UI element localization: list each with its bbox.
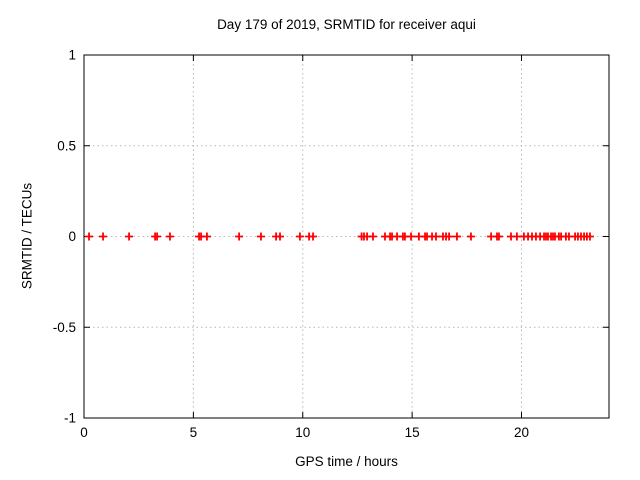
y-tick-label: 0.5 [57,138,76,153]
data-point-plus [445,232,454,241]
data-point-plus [165,232,174,241]
data-point-plus [153,232,162,241]
x-tick-label: 20 [514,425,529,440]
data-point-plus [235,232,244,241]
data-point-plus [125,232,134,241]
chart-title: Day 179 of 2019, SRMTID for receiver aqu… [217,17,476,32]
x-tick-label: 5 [190,425,198,440]
data-point-plus [256,232,265,241]
data-point-plus [295,232,304,241]
data-point-plus [276,232,284,241]
x-tick-label: 10 [295,425,310,440]
data-point-plus [585,232,594,241]
data-point-plus [512,232,521,241]
y-tick-labels: -1 -0.5 0 0.5 1 [53,48,76,426]
y-tick-label: 0 [68,229,76,244]
y-tick-label: -1 [64,411,76,426]
data-point-plus [407,232,416,241]
y-tick-label: 1 [68,48,76,63]
series-srmtid [85,232,594,241]
y-tick-label: -0.5 [53,320,76,335]
plot-border [83,54,610,419]
data-point-plus [466,232,475,241]
x-tick-label: 0 [80,425,88,440]
data-point-plus [85,232,94,241]
data-point-plus [452,232,461,241]
x-tick-label: 15 [405,425,420,440]
x-tick-labels: 0 5 10 15 20 [80,425,529,440]
x-axis-label: GPS time / hours [295,454,398,469]
data-point-plus [368,232,377,241]
data-point-plus [99,232,108,241]
data-point-plus [431,232,440,241]
data-point-plus [309,232,318,241]
y-axis-label-text: SRMTID / TECUs [19,182,35,290]
data-point-plus [494,232,503,241]
data-point-plus [202,232,211,241]
